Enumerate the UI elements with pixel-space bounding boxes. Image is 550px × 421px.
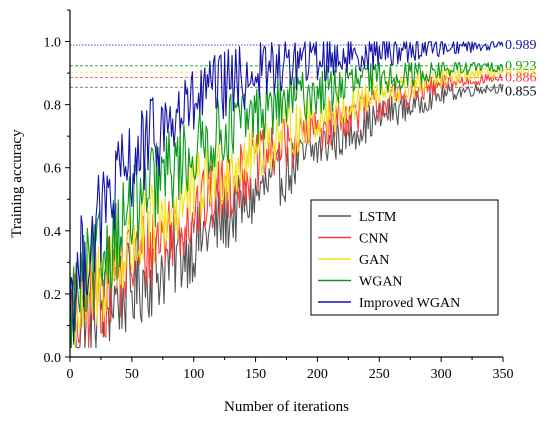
- final-value-label-cnn: 0.886: [505, 71, 537, 86]
- final-value-label-wgan: 0.923: [505, 59, 537, 74]
- x-tick-label: 200: [307, 367, 328, 382]
- x-tick-label: 250: [369, 367, 390, 382]
- series-line-improved-wgan: [69, 41, 504, 342]
- final-value-label-lstm: 0.855: [505, 84, 537, 99]
- series-line-wgan: [69, 62, 504, 349]
- legend-label-cnn: CNN: [359, 232, 389, 247]
- series-lines: [69, 41, 504, 349]
- legend-label-wgan: WGAN: [359, 275, 403, 290]
- legend-label-improved-wgan: Improved WGAN: [359, 296, 460, 311]
- axis-ticks: 0 50 100 150 200 250 300 350 0.0 0.2 0.4 0.6 0.8 1.0: [44, 9, 514, 382]
- x-axis-title: Number of iterations: [224, 399, 349, 415]
- legend: LSTM CNN GAN WGAN Improved WGAN: [310, 199, 499, 316]
- x-tick-label: 50: [125, 367, 139, 382]
- y-axis-title: Training accuracy: [9, 129, 25, 238]
- final-value-label-gan: 0.903: [505, 65, 537, 80]
- legend-box: [310, 199, 499, 316]
- x-tick-label: 300: [431, 367, 452, 382]
- final-value-label-improved-wgan: 0.989: [505, 38, 537, 53]
- y-tick-label: 0.8: [44, 99, 62, 114]
- legend-label-gan: GAN: [359, 253, 389, 268]
- y-tick-label: 0.4: [44, 225, 62, 240]
- x-tick-label: 0: [67, 367, 74, 382]
- y-tick-label: 0.6: [44, 162, 62, 177]
- x-tick-label: 150: [245, 367, 266, 382]
- x-tick-label: 100: [183, 367, 204, 382]
- y-tick-label: 1.0: [44, 36, 62, 51]
- series-line-gan: [69, 68, 504, 349]
- y-tick-label: 0.0: [44, 351, 62, 366]
- x-tick-label: 350: [493, 367, 514, 382]
- y-tick-label: 0.2: [44, 288, 62, 303]
- legend-label-lstm: LSTM: [359, 210, 397, 225]
